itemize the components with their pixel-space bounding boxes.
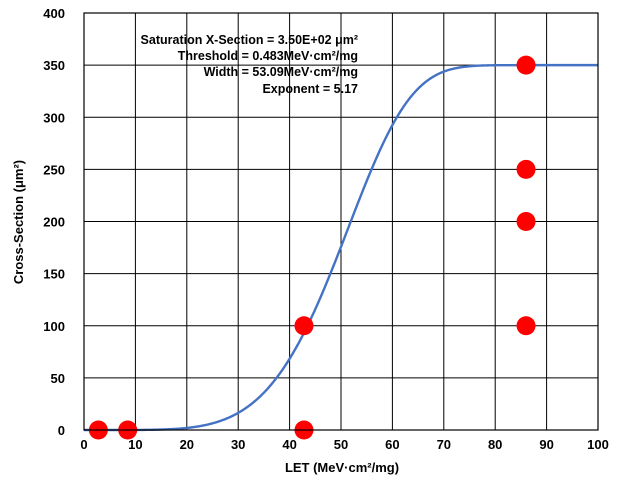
y-tick-label: 100 — [43, 319, 65, 334]
data-point — [294, 316, 314, 336]
x-tick-label: 30 — [231, 437, 245, 452]
y-axis-title: Cross-Section (μm²) — [11, 160, 26, 284]
x-tick-label: 70 — [437, 437, 451, 452]
data-point — [516, 212, 536, 231]
annotation-saturation: Saturation X-Section = 3.50E+02 μm² — [141, 33, 358, 47]
annotation-threshold: Threshold = 0.483MeV·cm²/mg — [178, 49, 358, 63]
x-tick-label: 80 — [488, 437, 502, 452]
data-point — [516, 55, 536, 75]
y-tick-label: 150 — [43, 267, 65, 282]
x-tick-label: 50 — [334, 437, 348, 452]
x-tick-label: 60 — [385, 437, 399, 452]
weibull-fit-curve — [84, 63, 598, 432]
x-tick-label: 100 — [587, 437, 609, 452]
x-tick-labels: 0 10 20 30 40 50 60 70 80 90 100 — [80, 437, 608, 452]
x-tick-label: 20 — [180, 437, 194, 452]
plot-area-border — [83, 12, 599, 431]
y-tick-labels: 0 50 100 150 200 250 300 350 400 — [43, 6, 65, 438]
y-tick-label: 0 — [58, 423, 65, 438]
x-tick-label: 90 — [539, 437, 553, 452]
y-tick-label: 250 — [43, 162, 65, 177]
x-tick-label: 10 — [128, 437, 142, 452]
y-tick-label: 400 — [43, 6, 65, 21]
y-tick-label: 350 — [43, 58, 65, 73]
data-points — [88, 55, 536, 440]
x-tick-label: 40 — [282, 437, 296, 452]
y-tick-label: 300 — [43, 110, 65, 125]
y-tick-label: 200 — [43, 215, 65, 230]
x-tick-label: 0 — [80, 437, 87, 452]
x-axis-title: LET (MeV·cm²/mg) — [285, 460, 399, 475]
data-point — [516, 159, 536, 179]
annotation-width: Width = 53.09MeV·cm²/mg — [204, 65, 358, 79]
data-point — [516, 316, 536, 336]
y-tick-label: 50 — [51, 371, 65, 386]
annotation-exponent: Exponent = 5.17 — [262, 82, 358, 96]
